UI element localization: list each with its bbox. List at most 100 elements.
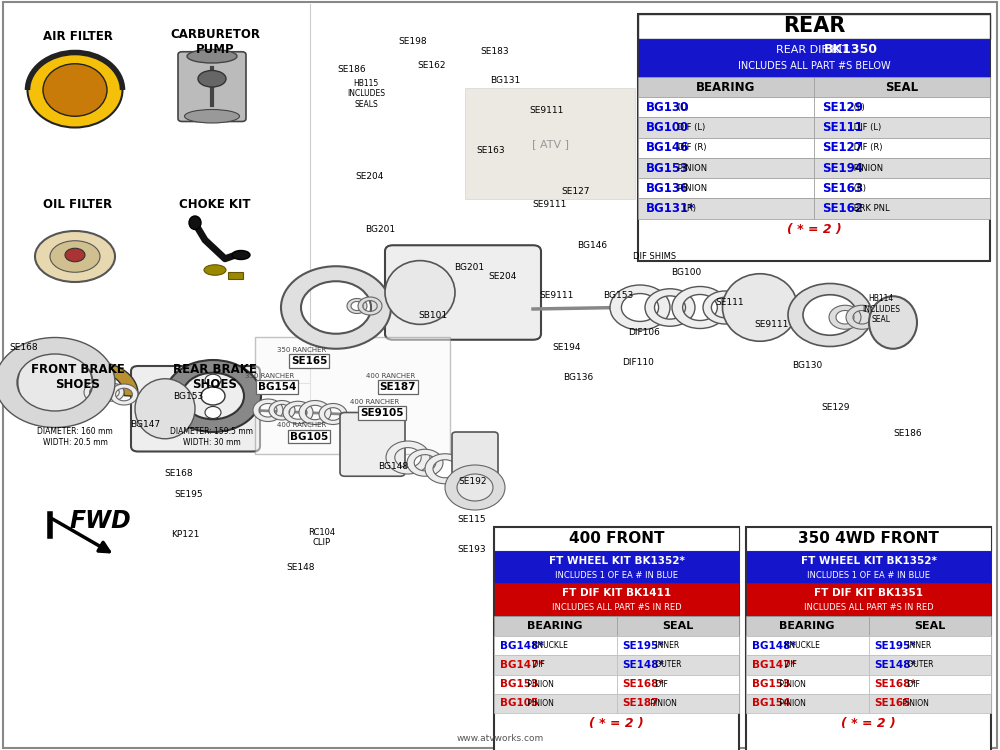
- Text: PINION: PINION: [648, 699, 676, 708]
- Text: KNUCKLE: KNUCKLE: [530, 641, 568, 650]
- FancyBboxPatch shape: [746, 526, 991, 750]
- FancyBboxPatch shape: [868, 694, 991, 713]
- FancyBboxPatch shape: [494, 674, 616, 694]
- Text: SE187: SE187: [622, 698, 659, 709]
- Text: SE111: SE111: [716, 298, 744, 307]
- Text: SB101: SB101: [418, 311, 448, 320]
- Text: BG154: BG154: [258, 382, 296, 392]
- FancyBboxPatch shape: [494, 694, 616, 713]
- Text: 400 RANCHER: 400 RANCHER: [366, 373, 416, 379]
- Text: SE162: SE162: [418, 62, 446, 70]
- Text: INCLUDES ALL PART #S IN RED: INCLUDES ALL PART #S IN RED: [804, 603, 933, 612]
- Ellipse shape: [28, 53, 122, 128]
- FancyBboxPatch shape: [255, 338, 450, 454]
- Text: KP121: KP121: [171, 530, 199, 539]
- FancyBboxPatch shape: [746, 636, 868, 656]
- Text: DIF (L): DIF (L): [851, 123, 881, 132]
- Text: DIF (L): DIF (L): [675, 123, 705, 132]
- Text: SE127: SE127: [822, 141, 863, 154]
- FancyBboxPatch shape: [814, 118, 990, 138]
- Text: SE194: SE194: [553, 344, 581, 352]
- FancyBboxPatch shape: [638, 158, 814, 178]
- Text: FT DIF KIT BK1351: FT DIF KIT BK1351: [814, 588, 923, 598]
- FancyBboxPatch shape: [494, 636, 616, 656]
- FancyBboxPatch shape: [638, 77, 814, 98]
- FancyBboxPatch shape: [494, 526, 739, 551]
- Text: OUTER: OUTER: [905, 660, 933, 669]
- Text: (R): (R): [851, 184, 866, 193]
- Text: FRONT BRAKE
SHOES: FRONT BRAKE SHOES: [31, 363, 125, 391]
- Text: SE187: SE187: [380, 382, 416, 392]
- Text: BG136: BG136: [563, 374, 593, 382]
- Text: OIL FILTER: OIL FILTER: [43, 198, 113, 211]
- FancyBboxPatch shape: [3, 2, 997, 748]
- Text: SE183: SE183: [481, 46, 509, 56]
- Text: SE148: SE148: [287, 563, 315, 572]
- Text: SEAL: SEAL: [885, 80, 919, 94]
- Text: BG154: BG154: [752, 698, 790, 709]
- Text: SE148*: SE148*: [874, 660, 916, 670]
- FancyBboxPatch shape: [638, 39, 990, 77]
- Text: BK1350: BK1350: [823, 44, 877, 56]
- Text: 350 RANCHER: 350 RANCHER: [277, 346, 327, 352]
- Text: ( * = 2 ): ( * = 2 ): [841, 717, 896, 730]
- Ellipse shape: [187, 50, 237, 63]
- Circle shape: [201, 387, 225, 405]
- Text: BG148: BG148: [378, 462, 408, 471]
- FancyBboxPatch shape: [814, 199, 990, 219]
- Text: 350 RANCHER: 350 RANCHER: [245, 373, 295, 379]
- Text: (L): (L): [675, 103, 689, 112]
- FancyBboxPatch shape: [638, 13, 990, 260]
- Text: SE168*: SE168*: [622, 680, 664, 689]
- Text: REAR DIF KIT: REAR DIF KIT: [776, 45, 852, 55]
- Text: SE129: SE129: [822, 404, 850, 412]
- FancyBboxPatch shape: [616, 674, 739, 694]
- Text: PINION: PINION: [777, 699, 806, 708]
- Text: FT DIF KIT BK1411: FT DIF KIT BK1411: [562, 588, 671, 598]
- Text: DIAMETER: 159.5 mm
WIDTH: 30 mm: DIAMETER: 159.5 mm WIDTH: 30 mm: [170, 427, 254, 447]
- Text: SE204: SE204: [489, 272, 517, 281]
- Text: INNER: INNER: [905, 641, 931, 650]
- Text: BG153: BG153: [646, 161, 689, 175]
- Text: BEARING: BEARING: [528, 621, 583, 631]
- Text: BG146: BG146: [646, 141, 689, 154]
- Text: BEARING: BEARING: [696, 80, 756, 94]
- FancyBboxPatch shape: [178, 52, 246, 122]
- FancyBboxPatch shape: [340, 413, 405, 476]
- FancyBboxPatch shape: [494, 656, 616, 674]
- Text: DIF SHIMS: DIF SHIMS: [633, 252, 677, 261]
- Text: BG153: BG153: [173, 392, 203, 401]
- FancyBboxPatch shape: [868, 616, 991, 636]
- Text: 350 4WD FRONT: 350 4WD FRONT: [798, 532, 939, 546]
- Ellipse shape: [722, 274, 798, 341]
- Text: PINION: PINION: [675, 164, 707, 172]
- Text: BG148*: BG148*: [500, 640, 544, 650]
- Text: DIAMETER: 160 mm
WIDTH: 20.5 mm: DIAMETER: 160 mm WIDTH: 20.5 mm: [37, 427, 113, 447]
- Ellipse shape: [43, 64, 107, 116]
- Text: ( * = 2 ): ( * = 2 ): [589, 717, 644, 730]
- FancyBboxPatch shape: [746, 656, 868, 674]
- Ellipse shape: [869, 296, 917, 349]
- Text: SE186: SE186: [894, 429, 922, 438]
- Text: OUTER: OUTER: [653, 660, 681, 669]
- Ellipse shape: [135, 379, 195, 439]
- Text: www.atvworks.com: www.atvworks.com: [456, 734, 544, 743]
- FancyBboxPatch shape: [616, 656, 739, 674]
- Text: BG153: BG153: [752, 680, 790, 689]
- Text: SE9111: SE9111: [533, 200, 567, 209]
- Circle shape: [205, 406, 221, 418]
- Text: SE168: SE168: [165, 469, 193, 478]
- FancyBboxPatch shape: [746, 526, 991, 551]
- Text: HB115
INCLUDES
SEALS: HB115 INCLUDES SEALS: [347, 79, 385, 109]
- Text: SE148*: SE148*: [622, 660, 664, 670]
- Wedge shape: [10, 391, 94, 425]
- FancyBboxPatch shape: [746, 551, 991, 584]
- FancyBboxPatch shape: [494, 551, 739, 584]
- Text: SEAL: SEAL: [914, 621, 945, 631]
- Text: DIF (R): DIF (R): [851, 143, 883, 152]
- Text: BG100: BG100: [646, 121, 689, 134]
- Text: CHOKE KIT: CHOKE KIT: [179, 198, 251, 211]
- FancyBboxPatch shape: [868, 674, 991, 694]
- FancyBboxPatch shape: [465, 88, 635, 199]
- Text: (R): (R): [681, 204, 696, 213]
